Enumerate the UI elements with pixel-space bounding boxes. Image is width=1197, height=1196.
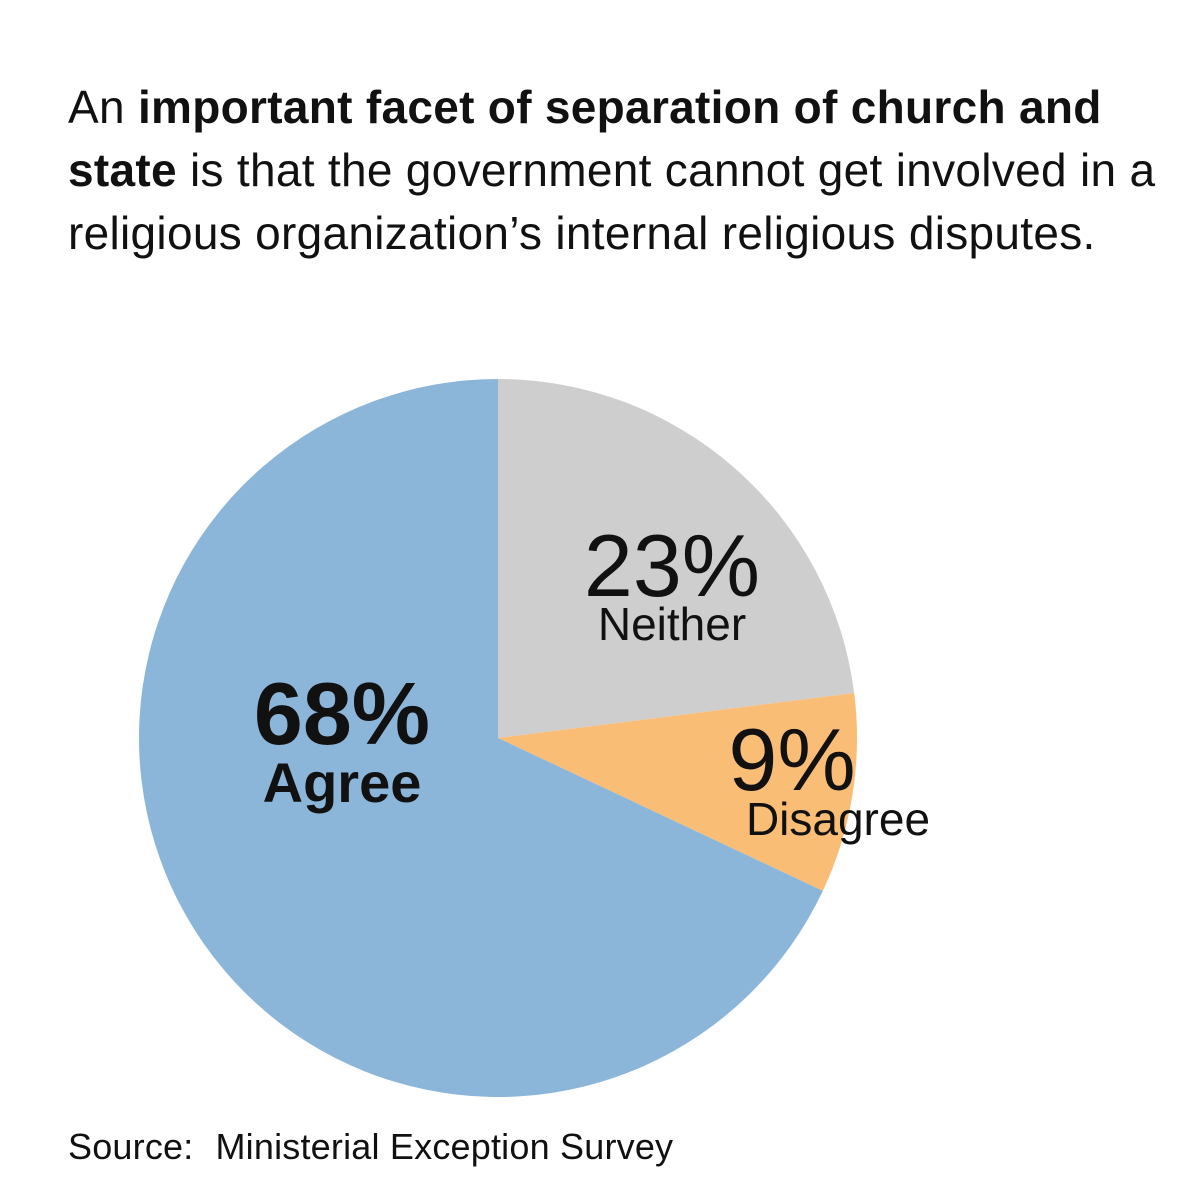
source-label: Source: [68, 1126, 194, 1167]
slice-category-label-disagree: Disagree [746, 793, 930, 845]
pie-labels: 23%Neither 9%Disagree 68%Agree [254, 516, 930, 845]
chart-title: An important facet of separation of chur… [68, 76, 1158, 265]
slice-category-label-agree: Agree [263, 751, 422, 814]
pie-slices [138, 378, 857, 1097]
title-rest: is that the government cannot get involv… [68, 144, 1156, 259]
title-lead: An [68, 81, 138, 133]
slice-value-label-agree: 68% [254, 664, 430, 763]
pie-slice-agree [138, 379, 823, 1097]
slice-value-label-neither: 23% [584, 516, 760, 615]
slice-value-label-disagree: 9% [728, 710, 855, 809]
pie-slice-disagree [498, 693, 857, 891]
source-text: Ministerial Exception Survey [215, 1126, 674, 1167]
slice-category-label-neither: Neither [598, 598, 746, 650]
title-emphasis: important facet of separation of church … [68, 81, 1102, 196]
source-note: Source: Ministerial Exception Survey [68, 1124, 673, 1170]
pie-slice-neither [498, 378, 855, 738]
